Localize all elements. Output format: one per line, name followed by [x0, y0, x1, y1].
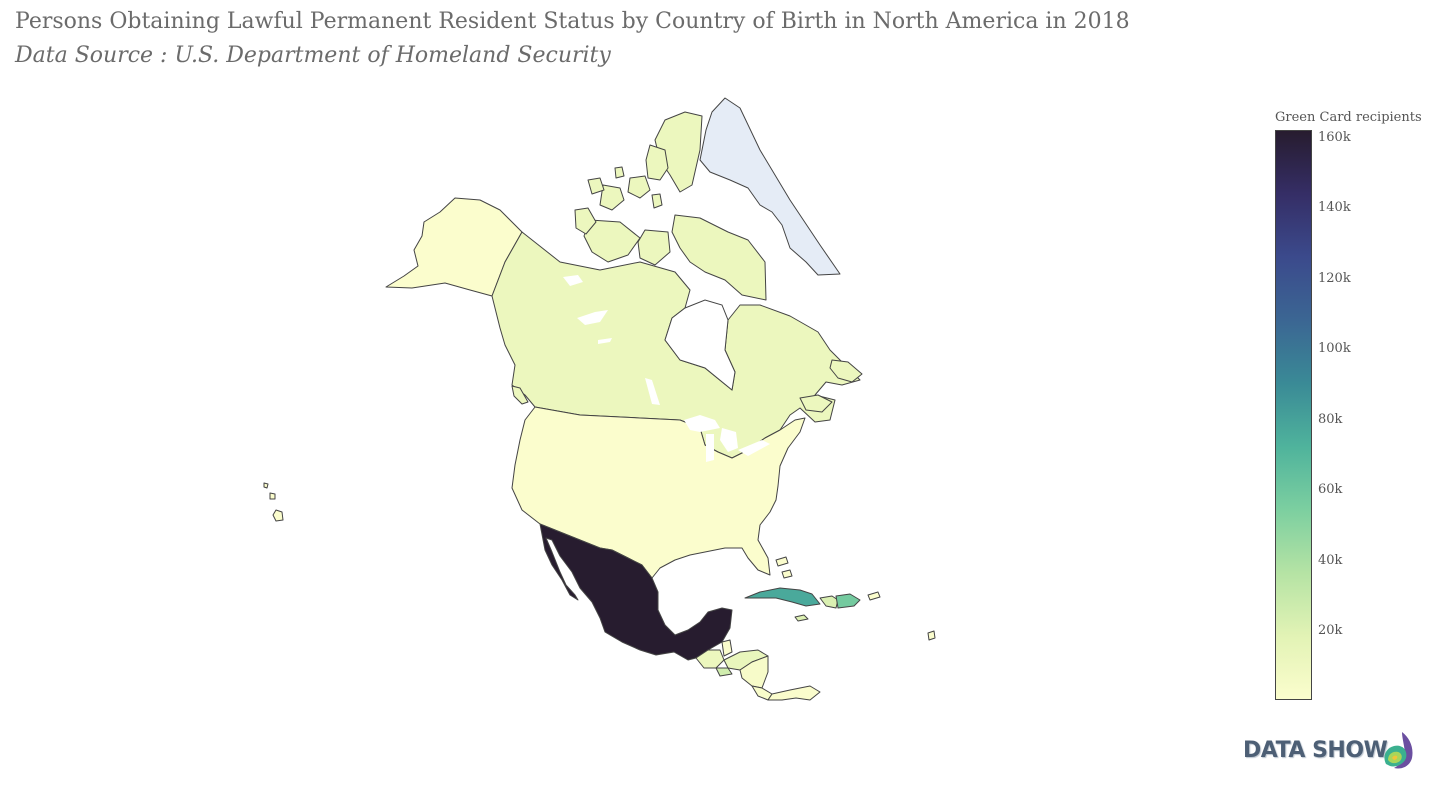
region-canada-island-8[interactable]: [627, 175, 651, 199]
colorbar-tick: 140k: [1318, 200, 1351, 215]
region-panama[interactable]: [767, 685, 821, 701]
lake-superior: [684, 415, 720, 432]
region-hawaii-2[interactable]: [269, 492, 276, 500]
brand-logo-text: DATA SHOW: [1243, 738, 1388, 763]
region-lesser-antilles[interactable]: [927, 630, 936, 641]
colorbar-tick: 120k: [1318, 271, 1351, 286]
region-canada-vancouver-island[interactable]: [511, 385, 529, 405]
region-el-salvador[interactable]: [715, 667, 733, 677]
region-canada-island-4[interactable]: [583, 219, 641, 263]
lake-michigan: [706, 434, 714, 462]
chart-title: Persons Obtaining Lawful Permanent Resid…: [15, 9, 1130, 34]
region-canada-island-6[interactable]: [599, 184, 625, 211]
colorbar-tick: 20k: [1318, 623, 1343, 638]
region-canada-island-11[interactable]: [614, 166, 625, 179]
region-haiti[interactable]: [819, 595, 839, 609]
hudson-bay: [664, 299, 736, 391]
great-slave-lake: [577, 310, 608, 325]
region-canada-nova-scotia[interactable]: [799, 394, 833, 413]
region-greenland[interactable]: [699, 97, 841, 276]
inland-lakes: [563, 275, 770, 462]
colorbar-tick: 100k: [1318, 341, 1351, 356]
region-canada-island-3[interactable]: [671, 214, 767, 301]
lake-erie-ontario: [738, 440, 770, 456]
lakes: [664, 299, 736, 391]
region-newfoundland[interactable]: [829, 359, 863, 383]
region-canada-island-2[interactable]: [645, 144, 669, 181]
brand-logo-icon: [1384, 732, 1413, 769]
region-dominican-republic[interactable]: [835, 593, 861, 609]
chart-subtitle: Data Source : U.S. Department of Homelan…: [15, 43, 611, 68]
region-puerto-rico[interactable]: [867, 591, 881, 601]
colorbar-tick: 40k: [1318, 553, 1343, 568]
colorbar-tick: 60k: [1318, 482, 1343, 497]
lake-athabasca: [598, 338, 612, 344]
region-cuba[interactable]: [744, 587, 821, 607]
great-bear-lake: [563, 275, 583, 286]
colorbar-tick: 160k: [1318, 130, 1351, 145]
region-alaska[interactable]: [385, 197, 523, 297]
region-canada-island-7[interactable]: [574, 207, 597, 235]
colorbar-title: Green Card recipients: [1275, 110, 1422, 125]
colorbar-tick: 80k: [1318, 412, 1343, 427]
colorbar: [1275, 130, 1312, 700]
region-bahamas-1[interactable]: [775, 556, 789, 567]
region-jamaica[interactable]: [794, 614, 809, 622]
lake-huron: [720, 428, 738, 452]
region-canada-island-10[interactable]: [651, 193, 663, 209]
region-hawaii-3[interactable]: [263, 482, 269, 489]
region-mexico[interactable]: [539, 523, 733, 661]
region-hawaii-1[interactable]: [272, 509, 284, 522]
region-belize[interactable]: [721, 639, 733, 657]
region-canada-island-5[interactable]: [637, 229, 671, 266]
region-bahamas-2[interactable]: [781, 569, 793, 579]
region-canada-island-9[interactable]: [587, 177, 605, 195]
lake-winnipeg: [645, 378, 660, 405]
region-nicaragua[interactable]: [739, 655, 769, 689]
